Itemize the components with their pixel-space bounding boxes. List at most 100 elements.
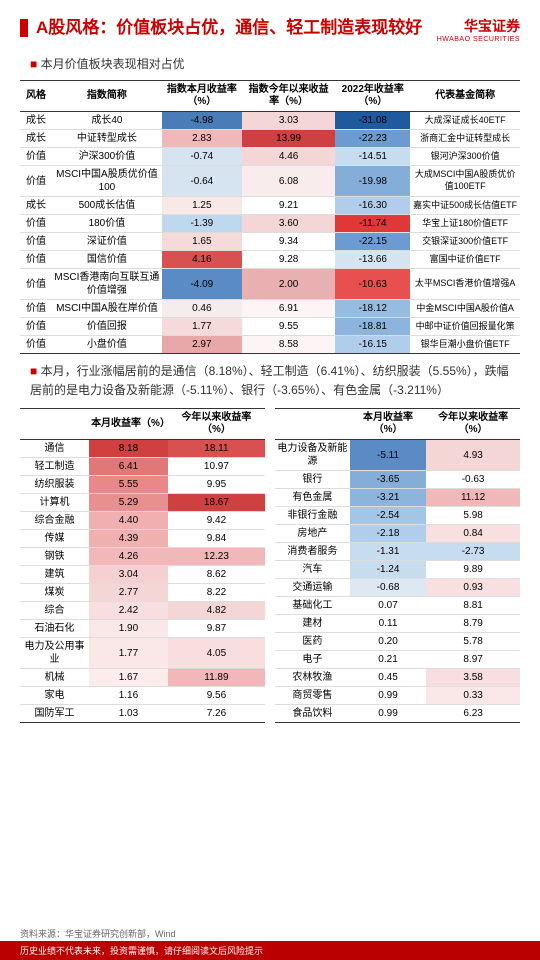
bullet-2: 本月，行业涨幅居前的是通信（8.18%）、轻工制造（6.41%）、纺织服装（5.… [0, 358, 540, 404]
table-row: 基础化工0.078.81 [275, 597, 520, 615]
cell: 综合 [20, 602, 89, 620]
col-header: 本月收益率（%） [89, 409, 168, 440]
cell: 9.89 [426, 561, 520, 579]
cell: 家电 [20, 687, 89, 705]
table-row: 钢铁4.2612.23 [20, 548, 265, 566]
cell: 3.04 [89, 566, 168, 584]
cell: 轻工制造 [20, 458, 89, 476]
cell: 汽车 [275, 561, 350, 579]
table-row: 传媒4.399.84 [20, 530, 265, 548]
cell: 5.55 [89, 476, 168, 494]
cell: 交通运输 [275, 579, 350, 597]
table-row: 成长500成长估值1.259.21-16.30嘉实中证500成长估值ETF [20, 197, 520, 215]
table-row: 医药0.205.78 [275, 633, 520, 651]
cell: 11.12 [426, 489, 520, 507]
cell: 消费者服务 [275, 543, 350, 561]
cell: 浙商汇金中证转型成长 [410, 130, 520, 148]
cell: -22.15 [335, 233, 410, 251]
col-header: 2022年收益率（%） [335, 81, 410, 112]
cell: 成长 [20, 130, 52, 148]
table-row: 价值国信价值4.169.28-13.66富国中证价值ETF [20, 251, 520, 269]
cell: 小盘价值 [52, 336, 162, 354]
cell: 6.08 [242, 166, 336, 197]
cell: 10.97 [168, 458, 265, 476]
cell: 9.55 [242, 318, 336, 336]
cell: -14.51 [335, 148, 410, 166]
cell: 8.62 [168, 566, 265, 584]
col-header [275, 409, 350, 440]
cell: 国防军工 [20, 705, 89, 723]
cell: 0.11 [350, 615, 426, 633]
table-row: 电力及公用事业1.774.05 [20, 638, 265, 669]
cell: 0.84 [426, 525, 520, 543]
table-row: 计算机5.2918.67 [20, 494, 265, 512]
cell: -22.23 [335, 130, 410, 148]
col-header: 指数本月收益率（%） [162, 81, 242, 112]
table-row: 价值MSCI香港南向互联互通价值增强-4.092.00-10.63太平MSCI香… [20, 269, 520, 300]
cell: 1.67 [89, 669, 168, 687]
cell: 价值 [20, 251, 52, 269]
cell: 医药 [275, 633, 350, 651]
cell: 电力及公用事业 [20, 638, 89, 669]
cell: 太平MSCI香港价值增强A [410, 269, 520, 300]
table-row: 交通运输-0.680.93 [275, 579, 520, 597]
table-row: 价值MSCI中国A股质优价值100-0.646.08-19.98大成MSCI中国… [20, 166, 520, 197]
cell: 1.65 [162, 233, 242, 251]
cell: -1.39 [162, 215, 242, 233]
cell: 食品饮料 [275, 705, 350, 723]
cell: 0.20 [350, 633, 426, 651]
cell: 价值回报 [52, 318, 162, 336]
cell: 3.58 [426, 669, 520, 687]
cell: 价值 [20, 233, 52, 251]
cell: 传媒 [20, 530, 89, 548]
cell: 9.34 [242, 233, 336, 251]
cell: 富国中证价值ETF [410, 251, 520, 269]
cell: MSCI中国A股质优价值100 [52, 166, 162, 197]
cell: 煤炭 [20, 584, 89, 602]
table-row: 有色金属-3.2111.12 [275, 489, 520, 507]
cell: 华宝上证180价值ETF [410, 215, 520, 233]
cell: 180价值 [52, 215, 162, 233]
cell: 国信价值 [52, 251, 162, 269]
cell: 价值 [20, 336, 52, 354]
cell: 银行 [275, 471, 350, 489]
cell: -3.65 [350, 471, 426, 489]
table-row: 国防军工1.037.26 [20, 705, 265, 723]
cell: -0.68 [350, 579, 426, 597]
cell: -3.21 [350, 489, 426, 507]
cell: 石油石化 [20, 620, 89, 638]
cell: 有色金属 [275, 489, 350, 507]
cell: 5.98 [426, 507, 520, 525]
cell: 中证转型成长 [52, 130, 162, 148]
table-row: 建材0.118.79 [275, 615, 520, 633]
cell: -0.74 [162, 148, 242, 166]
cell: 非银行金融 [275, 507, 350, 525]
cell: 8.18 [89, 440, 168, 458]
table-row: 房地产-2.180.84 [275, 525, 520, 543]
cell: 18.11 [168, 440, 265, 458]
cell: 纺织服装 [20, 476, 89, 494]
table-row: 成长成长40-4.983.03-31.08大成深证成长40ETF [20, 112, 520, 130]
cell: 4.93 [426, 440, 520, 471]
cell: -5.11 [350, 440, 426, 471]
cell: 大成MSCI中国A股质优价值100ETF [410, 166, 520, 197]
source-text: 资料来源：华宝证券研究创新部，Wind [20, 927, 176, 940]
title-marker [20, 19, 28, 37]
cell: 6.91 [242, 300, 336, 318]
cell: 9.84 [168, 530, 265, 548]
cell: 2.83 [162, 130, 242, 148]
cell: 7.26 [168, 705, 265, 723]
cell: 1.16 [89, 687, 168, 705]
cell: 电力设备及新能源 [275, 440, 350, 471]
table-row: 商贸零售0.990.33 [275, 687, 520, 705]
cell: 0.93 [426, 579, 520, 597]
cell: MSCI香港南向互联互通价值增强 [52, 269, 162, 300]
cell: 1.90 [89, 620, 168, 638]
bullet-1: 本月价值板块表现相对占优 [0, 51, 540, 76]
cell: 4.26 [89, 548, 168, 566]
cell: 中金MSCI中国A股价值A [410, 300, 520, 318]
cell: 综合金融 [20, 512, 89, 530]
cell: 成长 [20, 197, 52, 215]
page-header: A股风格：价值板块占优，通信、轻工制造表现较好 华宝证券 HWABAO SECU… [0, 0, 540, 51]
cell: 0.46 [162, 300, 242, 318]
